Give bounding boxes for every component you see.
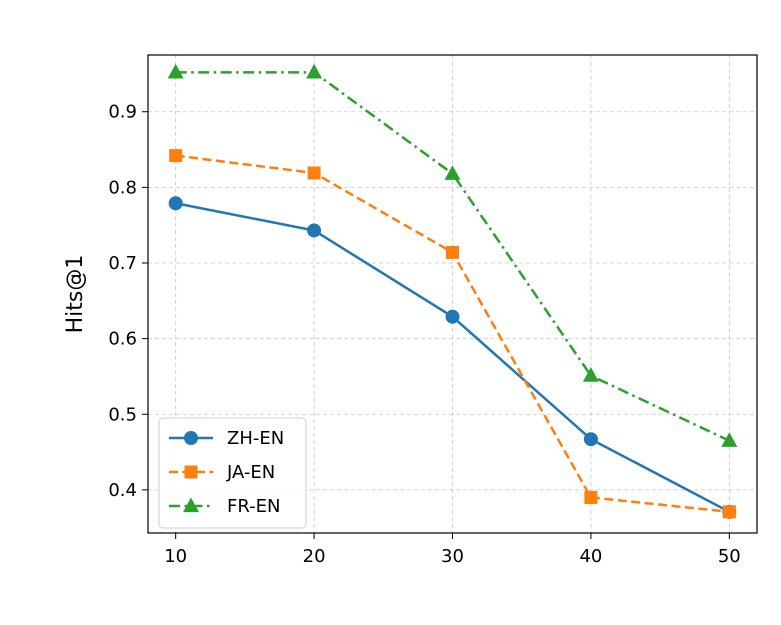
legend-item-zh-en: ZH-EN	[169, 428, 284, 449]
data-point-zh-en	[445, 309, 460, 324]
y-tick-label: 0.4	[108, 480, 137, 501]
series-fr-en	[167, 63, 738, 447]
data-point-ja-en	[722, 505, 736, 519]
data-point-ja-en	[169, 149, 183, 163]
data-point-ja-en	[584, 490, 598, 504]
y-tick-label: 0.6	[108, 329, 137, 350]
x-tick-label: 40	[579, 546, 602, 567]
data-point-zh-en	[583, 432, 598, 447]
legend-label: ZH-EN	[227, 428, 284, 449]
ticks: 10 20 30 40 50 0.4 0.5 0.6 0.7 0.8 0.9	[108, 102, 740, 567]
data-point-ja-en	[446, 245, 459, 259]
legend-label: FR-EN	[227, 496, 280, 517]
x-tick-label: 20	[303, 546, 326, 567]
data-point-fr-en	[721, 432, 738, 447]
x-tick-label: 10	[164, 546, 187, 567]
y-tick-label: 0.7	[108, 253, 137, 274]
legend-marker-ja-en	[184, 465, 198, 479]
data-point-fr-en	[306, 63, 323, 79]
x-tick-label: 30	[441, 546, 464, 567]
series-layer	[167, 63, 738, 519]
data-point-fr-en	[167, 63, 184, 79]
legend-item-ja-en: JA-EN	[169, 462, 275, 483]
y-tick-label: 0.8	[108, 177, 137, 198]
data-point-ja-en	[307, 166, 321, 180]
legend-marker-fr-en	[183, 497, 199, 513]
y-axis-label: Hits@1	[63, 255, 88, 334]
y-tick-label: 0.9	[108, 102, 137, 123]
data-point-fr-en	[582, 367, 599, 382]
legend-item-fr-en: FR-EN	[169, 496, 280, 517]
series-ja-en	[169, 149, 736, 519]
legend-label: JA-EN	[226, 462, 275, 483]
legend-box	[158, 417, 307, 529]
y-tick-label: 0.5	[108, 404, 137, 425]
grid	[148, 55, 757, 533]
data-point-zh-en	[168, 196, 183, 211]
data-point-fr-en	[444, 165, 461, 180]
legend: ZH-EN JA-EN FR-EN	[158, 417, 307, 529]
data-point-zh-en	[307, 223, 322, 238]
x-tick-label: 50	[718, 546, 741, 567]
legend-marker-zh-en	[184, 431, 198, 445]
